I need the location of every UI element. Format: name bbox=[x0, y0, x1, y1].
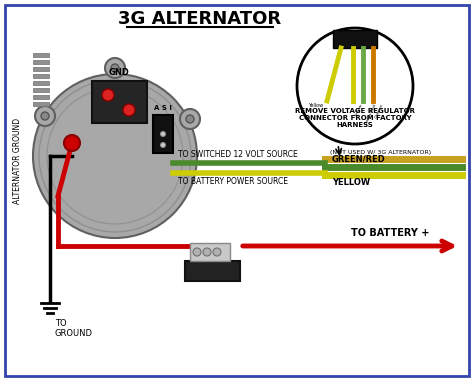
Text: TO BATTERY +: TO BATTERY + bbox=[351, 228, 429, 238]
Bar bbox=[33, 59, 49, 64]
Circle shape bbox=[64, 135, 80, 151]
Circle shape bbox=[213, 248, 221, 256]
Bar bbox=[33, 74, 49, 78]
Text: Yellow: Yellow bbox=[308, 103, 323, 108]
Text: Yellow: Yellow bbox=[354, 103, 364, 117]
Circle shape bbox=[161, 142, 165, 147]
Text: YELLOW: YELLOW bbox=[332, 178, 370, 187]
Circle shape bbox=[161, 131, 165, 136]
Circle shape bbox=[33, 74, 197, 238]
Bar bbox=[33, 88, 49, 92]
Circle shape bbox=[180, 109, 200, 129]
Bar bbox=[333, 30, 377, 48]
Circle shape bbox=[105, 58, 125, 78]
Circle shape bbox=[203, 248, 211, 256]
Circle shape bbox=[186, 115, 194, 123]
Circle shape bbox=[297, 28, 413, 144]
Circle shape bbox=[35, 106, 55, 126]
Text: Green/Red: Green/Red bbox=[364, 103, 377, 126]
Bar bbox=[190, 243, 230, 261]
Text: 3G ALTERNATOR: 3G ALTERNATOR bbox=[118, 10, 282, 28]
Bar bbox=[33, 80, 49, 85]
Text: GND: GND bbox=[109, 68, 129, 77]
Bar bbox=[92, 81, 147, 123]
Circle shape bbox=[102, 89, 114, 101]
Text: TO BATTERY POWER SOURCE: TO BATTERY POWER SOURCE bbox=[178, 177, 288, 186]
Bar bbox=[33, 101, 49, 106]
Circle shape bbox=[123, 104, 135, 116]
Bar bbox=[185, 261, 240, 281]
Bar bbox=[33, 67, 49, 71]
Text: TO SWITCHED 12 VOLT SOURCE: TO SWITCHED 12 VOLT SOURCE bbox=[178, 150, 298, 159]
Text: ALTERNATOR GROUND: ALTERNATOR GROUND bbox=[13, 118, 22, 204]
Text: REMOVE VOLTAGE REGULATOR
CONNECTOR FROM FACTORY
HARNESS: REMOVE VOLTAGE REGULATOR CONNECTOR FROM … bbox=[295, 108, 415, 128]
Bar bbox=[153, 115, 173, 153]
Circle shape bbox=[111, 64, 119, 72]
Text: GREEN/RED: GREEN/RED bbox=[332, 155, 386, 164]
Text: (NOT USED W/ 3G ALTERNATOR): (NOT USED W/ 3G ALTERNATOR) bbox=[330, 150, 431, 155]
Bar bbox=[33, 94, 49, 99]
Circle shape bbox=[41, 112, 49, 120]
Text: TO
GROUND: TO GROUND bbox=[55, 319, 93, 338]
Text: Orange: Orange bbox=[374, 103, 384, 119]
Bar bbox=[33, 53, 49, 57]
Text: A S I: A S I bbox=[154, 105, 172, 111]
Circle shape bbox=[193, 248, 201, 256]
